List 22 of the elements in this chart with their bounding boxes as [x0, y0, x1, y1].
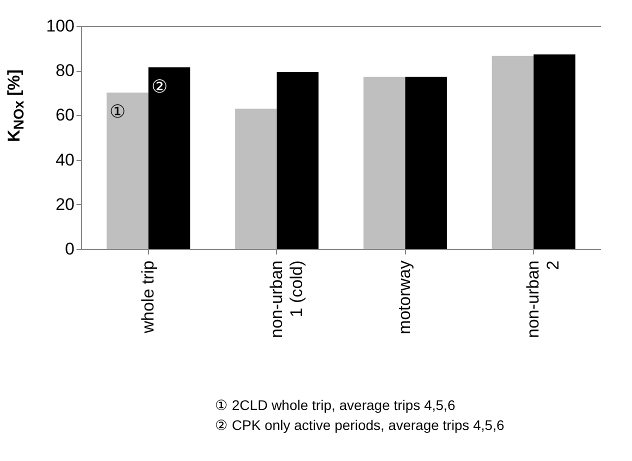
x-tick-label: whole trip: [138, 260, 158, 334]
text: ① 2CLD whole trip, average trips 4,5,6: [215, 396, 456, 415]
x-tick-label: non-urban 1 (cold): [266, 260, 306, 338]
x-tick-label: motorway: [395, 260, 414, 334]
y-tick-label: 40: [56, 150, 74, 170]
y-tick-label: 60: [56, 106, 74, 125]
y-tick-label: 0: [65, 240, 74, 258]
bar: [276, 72, 319, 249]
bar: [534, 54, 576, 249]
series-label: ①: [110, 102, 126, 123]
bar: [148, 67, 190, 249]
series-label: ②: [151, 76, 168, 98]
bar: [106, 92, 148, 249]
y-tick-label: 100: [46, 16, 74, 36]
bar: [363, 76, 406, 249]
text: ② CPK only active periods, average trips 4,5,6: [215, 416, 504, 435]
y-tick-label: 20: [56, 194, 74, 214]
x-tick-label: non-urban 2: [524, 260, 563, 338]
bar: [492, 56, 534, 249]
bar: [405, 76, 447, 249]
bar: [235, 108, 277, 249]
y-tick-label: 80: [56, 61, 74, 80]
